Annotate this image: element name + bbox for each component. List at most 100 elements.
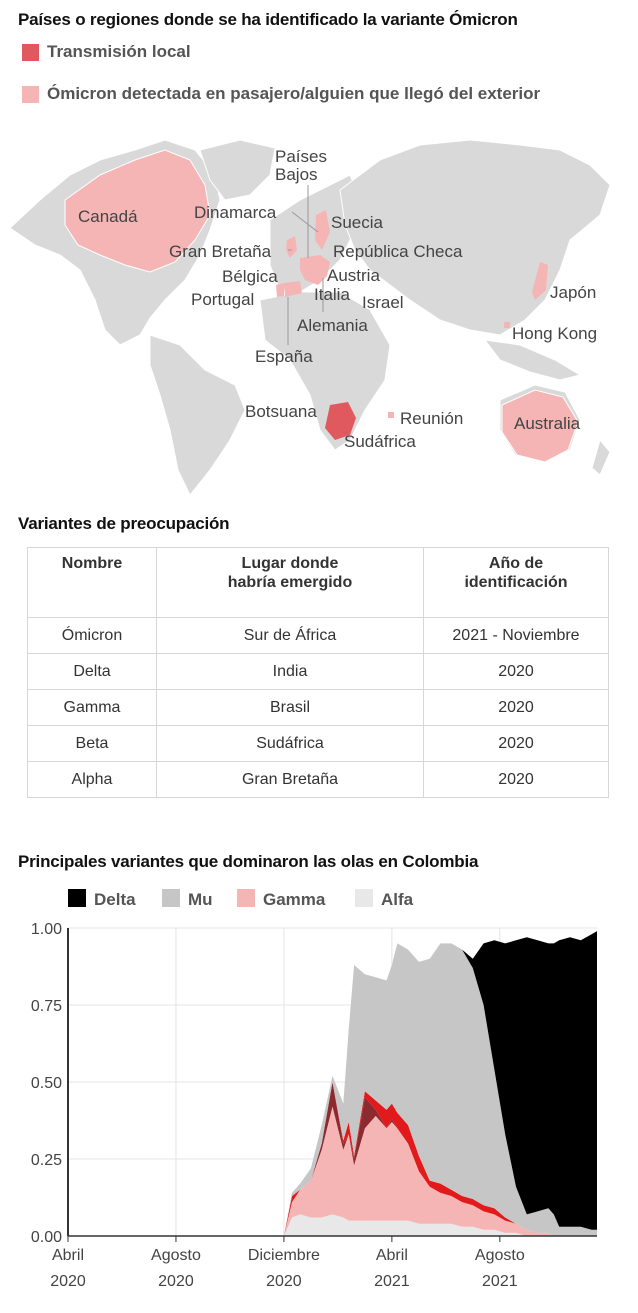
chart-areas	[283, 931, 597, 1236]
header-lugar: Lugar donde habría emergido	[156, 547, 424, 618]
world-map: Países Bajos Canadá Dinamarca Suecia Gra…	[9, 139, 611, 496]
country-portugal	[276, 283, 284, 297]
country-canada	[64, 149, 211, 273]
label-alemania: Alemania	[297, 316, 368, 335]
cell-place: Sur de África	[156, 617, 424, 654]
x-tick-year: 2021	[482, 1273, 518, 1290]
cell-place: Brasil	[156, 689, 424, 726]
variants-table: Nombre Lugar donde habría emergido Año de…	[27, 547, 609, 798]
landmass-africa	[259, 291, 391, 451]
label-japon: Japón	[550, 283, 596, 302]
legend-local-label: Transmisión local	[47, 42, 191, 61]
label-paises-bajos-2: Bajos	[275, 165, 318, 184]
legend-label-mu: Mu	[188, 890, 213, 909]
x-tick-year: 2020	[50, 1273, 86, 1290]
label-portugal: Portugal	[191, 290, 254, 309]
table-row: Gamma Brasil 2020	[27, 689, 609, 726]
legend-label-delta: Delta	[94, 890, 136, 909]
table-row: Ómicron Sur de África 2021 - Noviembre	[27, 617, 609, 654]
legend-swatch-delta	[68, 889, 86, 907]
y-tick-label: 0.50	[31, 1075, 62, 1092]
cell-name: Gamma	[27, 689, 157, 726]
cell-year: 2020	[423, 761, 609, 798]
label-canada: Canadá	[78, 207, 138, 226]
label-reunion: Reunión	[400, 409, 463, 428]
table-header-row: Nombre Lugar donde habría emergido Año de…	[27, 547, 609, 618]
country-spain	[284, 281, 302, 297]
table-title: Variantes de preocupación	[18, 514, 230, 533]
x-tick-month: Agosto	[475, 1247, 525, 1264]
legend-local-swatch	[22, 43, 39, 61]
label-sudafrica: Sudáfrica	[344, 432, 416, 451]
area-gamma	[283, 1106, 597, 1236]
country-hong-kong	[504, 322, 510, 328]
label-gran-bretana: Gran Bretaña	[169, 242, 272, 261]
y-tick-label: 1.00	[31, 921, 62, 938]
x-tick-year: 2020	[158, 1273, 194, 1290]
cell-year: 2020	[423, 689, 609, 726]
label-botsuana: Botsuana	[245, 402, 317, 421]
leader-dinamarca	[291, 211, 319, 233]
country-sweden-denmark	[315, 210, 330, 250]
x-tick-month: Abril	[52, 1247, 84, 1264]
label-belgica: Bélgica	[222, 267, 278, 286]
country-south-africa-botswana	[325, 402, 356, 440]
y-tick-label: 0.75	[31, 998, 62, 1015]
label-paises-bajos-1: Países	[275, 147, 327, 166]
country-australia	[501, 389, 579, 463]
table-row: Alpha Gran Bretaña 2020	[27, 761, 609, 798]
map-labels: Países Bajos Canadá Dinamarca Suecia Gra…	[78, 147, 597, 451]
label-austria: Austria	[327, 266, 380, 285]
area-alfa	[283, 1214, 597, 1236]
area-delta	[283, 931, 597, 1236]
cell-name: Delta	[27, 653, 157, 690]
legend-imported-swatch	[22, 85, 39, 103]
table-row: Delta India 2020	[27, 653, 609, 690]
cell-place: Sudáfrica	[156, 725, 424, 762]
country-great-britain	[286, 236, 297, 258]
cell-year: 2020	[423, 725, 609, 762]
country-japan	[532, 262, 548, 300]
legend-label-alfa: Alfa	[381, 890, 414, 909]
landmass-southeast-asia	[483, 339, 582, 381]
highlighted-countries	[64, 149, 579, 463]
label-suecia: Suecia	[331, 213, 384, 232]
map-title: Países o regiones donde se ha identifica…	[18, 10, 518, 29]
legend-label-gamma: Gamma	[263, 890, 326, 909]
chart-axes: Abril 2020 Agosto 2020 Diciembre 2020 Abril 202…	[50, 928, 597, 1290]
x-tick-year: 2020	[266, 1273, 302, 1290]
landmass-south-america	[149, 334, 246, 496]
chart-title: Principales variantes que dominaron las …	[18, 852, 479, 871]
cell-place: Gran Bretaña	[156, 761, 424, 798]
label-espana: España	[255, 347, 313, 366]
label-australia: Australia	[514, 414, 581, 433]
cell-year: 2021 - Noviembre	[423, 617, 609, 654]
area-mu	[283, 943, 597, 1236]
legend-imported-label: Ómicron detectada en pasajero/alguien qu…	[47, 84, 541, 103]
landmass-greenland	[199, 139, 276, 201]
variants-area-chart: Delta Mu Gamma Alfa 0.00 0.25 0.50 0.75 1.00 Ab…	[31, 889, 597, 1290]
cell-name: Beta	[27, 725, 157, 762]
header-anio: Año de identificación	[423, 547, 609, 618]
area-otras-rojo-oscuro-	[283, 1082, 597, 1236]
label-hong-kong: Hong Kong	[512, 324, 597, 343]
country-reunion	[388, 412, 394, 418]
chart-legend: Delta Mu Gamma Alfa	[68, 889, 414, 909]
cell-name: Ómicron	[27, 617, 157, 654]
legend-local-transmission: Transmisión local	[22, 42, 191, 62]
label-israel: Israel	[362, 293, 404, 312]
label-dinamarca: Dinamarca	[194, 203, 277, 222]
landmass-new-zealand	[591, 438, 611, 476]
legend-swatch-mu	[162, 889, 180, 907]
cell-place: India	[156, 653, 424, 690]
y-tick-label: 0.00	[31, 1229, 62, 1246]
x-tick-year: 2021	[374, 1273, 410, 1290]
x-tick-month: Diciembre	[248, 1247, 320, 1264]
x-tick-month: Abril	[376, 1247, 408, 1264]
label-republica-checa: República Checa	[333, 242, 463, 261]
country-europe-cluster	[300, 255, 330, 285]
x-tick-month: Agosto	[151, 1247, 201, 1264]
header-nombre: Nombre	[27, 547, 157, 618]
legend-imported-case: Ómicron detectada en pasajero/alguien qu…	[22, 84, 540, 104]
cell-year: 2020	[423, 653, 609, 690]
